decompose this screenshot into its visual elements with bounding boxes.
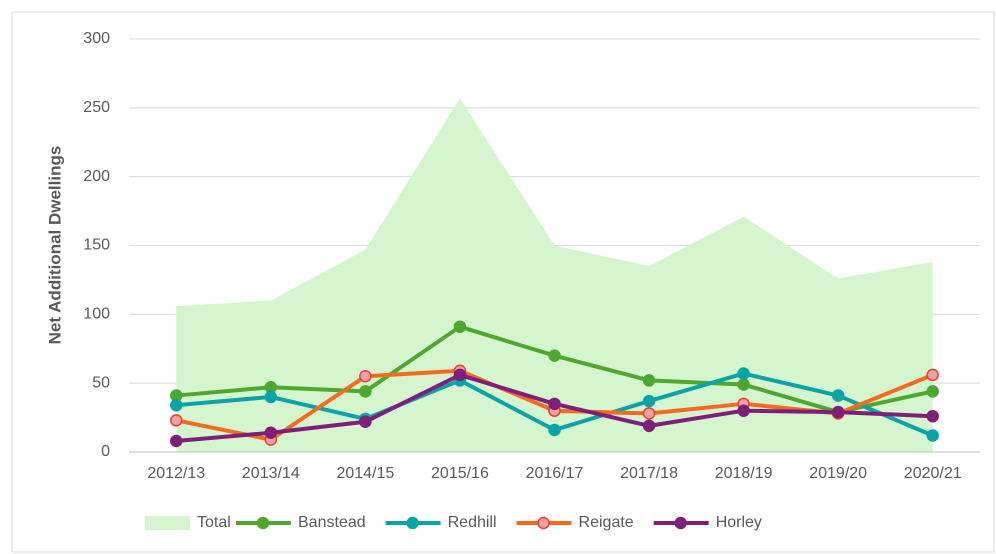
marker [831,405,845,419]
y-axis-label: Net Additional Dwellings [45,146,64,345]
legend-marker [406,516,419,530]
marker [548,349,561,362]
legend-label: Banstead [298,514,366,531]
legend-marker [674,516,687,530]
marker [737,404,750,417]
marker [453,320,467,333]
area [176,98,933,453]
legend-label: Horley [716,514,762,531]
x-tick-label: 2016/17 [526,465,584,482]
y-tick-label: 50 [92,374,110,391]
marker [926,409,939,423]
y-tick-label: 150 [83,237,110,254]
y-tick-label: 300 [83,30,110,47]
marker [642,419,656,433]
marker [359,415,372,428]
marker [642,374,656,387]
marker [359,385,372,398]
marker [264,390,278,404]
y-tick-label: 100 [83,306,110,323]
marker [264,426,278,439]
marker [926,429,939,442]
y-tick-label: 200 [83,168,110,185]
x-tick-label: 2012/13 [147,465,205,482]
marker [642,394,656,408]
marker [170,398,183,412]
legend-label: Reigate [579,514,634,531]
y-tick-label: 0 [101,443,110,460]
marker [737,378,750,391]
legend-label: Redhill [448,514,497,531]
x-tick-label: 2017/18 [620,465,678,482]
x-tick-label: 2019/20 [809,465,867,482]
x-tick-label: 2018/19 [715,465,773,482]
marker [737,367,750,380]
x-tick-label: 2014/15 [336,465,394,482]
marker [453,368,467,382]
legend-label: Total [197,514,231,531]
marker [359,370,372,383]
legend-swatch [145,516,190,530]
x-tick-label: 2015/16 [431,465,489,482]
x-tick-label: 2013/14 [242,465,300,482]
marker [170,414,183,427]
marker [831,389,845,402]
x-tick-label: 2020/21 [904,465,962,482]
legend-marker [537,516,550,530]
marker [642,407,656,420]
legend-marker [256,516,270,530]
marker [548,397,561,411]
y-tick-label: 250 [83,99,110,116]
marker [548,423,561,437]
marker [926,368,939,382]
marker [926,385,939,398]
marker [170,434,183,448]
